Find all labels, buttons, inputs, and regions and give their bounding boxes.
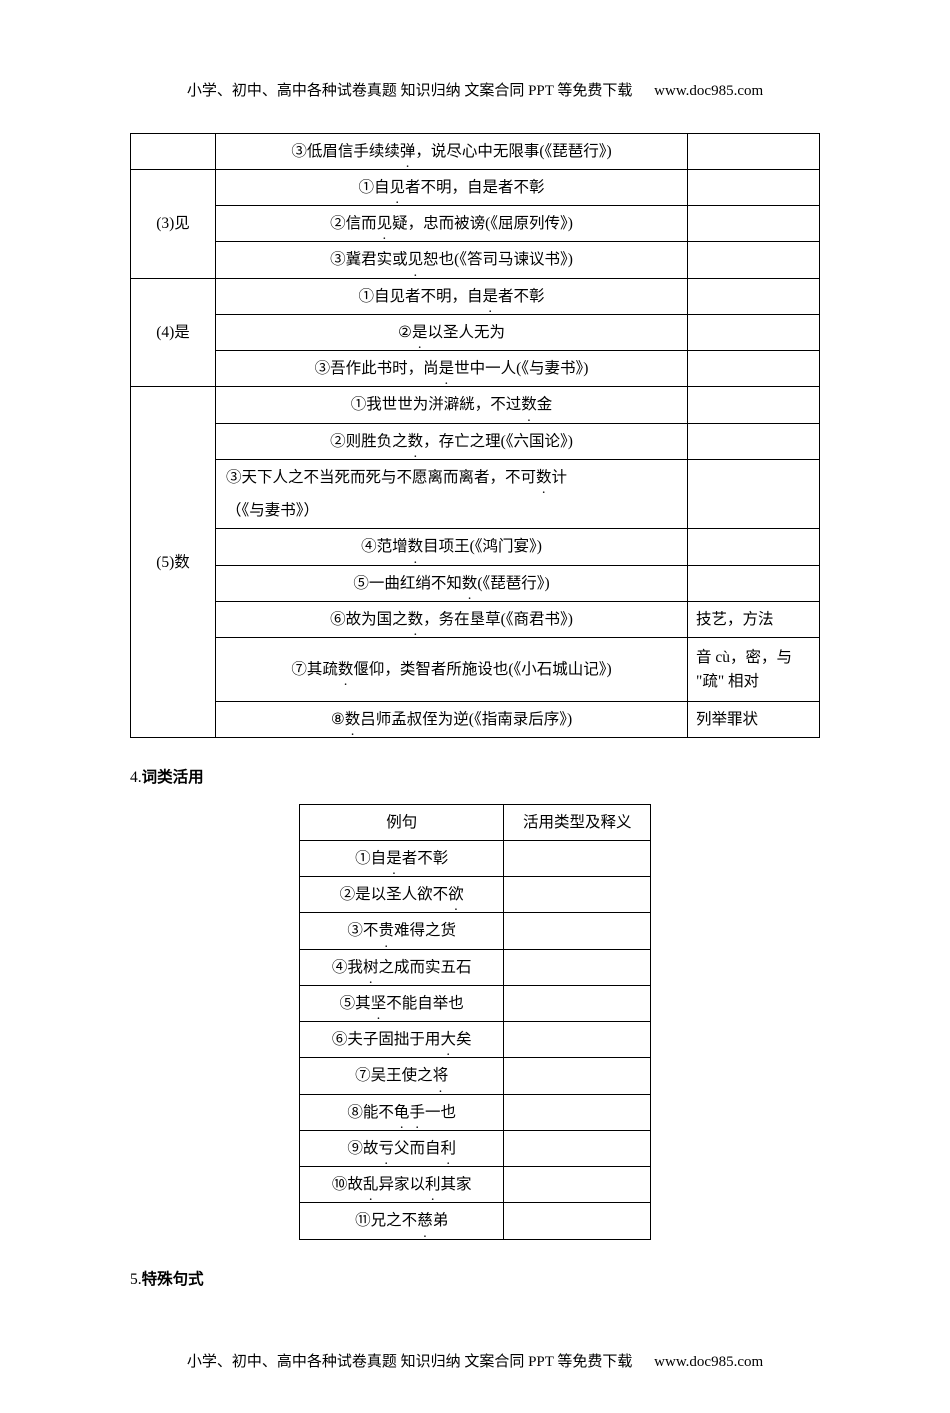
cell [688,459,820,529]
cell [131,133,216,169]
cell: ③吾作此书时，尚是世中一人(《与妻书》) [216,351,688,387]
cell: ①自见者不明，自是者不彰 [216,169,688,205]
cell: ⑦吴王使之将 [300,1058,504,1094]
cell: ①自见者不明，自是者不彰 [216,278,688,314]
cell: ⑧数吕师孟叔侄为逆(《指南录后序》) [216,702,688,738]
cell [504,1094,651,1130]
cell: ①自是者不彰 [300,840,504,876]
cell [504,1058,651,1094]
header-url: www.doc985.com [654,83,763,99]
cell: ②是以圣人无为 [216,314,688,350]
cell [688,351,820,387]
cell [688,169,820,205]
cell [688,278,820,314]
header-cell: 活用类型及释义 [504,804,651,840]
cell: ⑩故乱异家以利其家 [300,1167,504,1203]
cell: ⑪兄之不慈弟 [300,1203,504,1239]
cell [688,529,820,565]
page-header: 小学、初中、高中各种试卷真题 知识归纳 文案合同 PPT 等免费下载 www.d… [130,80,820,103]
cell: ⑥夫子固拙于用大矣 [300,1022,504,1058]
group-label: (3)见 [131,169,216,278]
vocab-table: ③低眉信手续续弹，说尽心中无限事(《琵琶行》) (3)见 ①自见者不明，自是者不… [130,133,820,739]
cell: ⑤其坚不能自举也 [300,985,504,1021]
cell: ④范增数目项王(《鸿门宴》) [216,529,688,565]
cell: ②则胜负之数，存亡之理(《六国论》) [216,423,688,459]
footer-text: 小学、初中、高中各种试卷真题 知识归纳 文案合同 PPT 等免费下载 [187,1354,633,1370]
cell: ②是以圣人欲不欲 [300,877,504,913]
cell [688,423,820,459]
footer-url: www.doc985.com [654,1354,763,1370]
cell [688,133,820,169]
cell [688,387,820,423]
page-footer: 小学、初中、高中各种试卷真题 知识归纳 文案合同 PPT 等免费下载 www.d… [130,1351,820,1374]
section-4-title: 4.词类活用 [130,766,820,789]
cell [504,1167,651,1203]
cell: ⑦其疏数偃仰，类智者所施设也(《小石城山记》) [216,638,688,702]
cell: ⑥故为国之数，务在垦草(《商君书》) [216,601,688,637]
header-cell: 例句 [300,804,504,840]
cell: ③冀君实或见恕也(《答司马谏议书》) [216,242,688,278]
cell [688,206,820,242]
group-label: (4)是 [131,278,216,387]
usage-table: 例句 活用类型及释义 ①自是者不彰 ②是以圣人欲不欲 ③不贵难得之货 ④我树之成… [299,804,651,1240]
cell: 列举罪状 [688,702,820,738]
cell: ①我世世为洴澼絖，不过数金 [216,387,688,423]
cell [504,949,651,985]
cell: ②信而见疑，忠而被谤(《屈原列传》) [216,206,688,242]
group-label: (5)数 [131,387,216,738]
cell [504,1130,651,1166]
cell [504,877,651,913]
section-5-title: 5.特殊句式 [130,1268,820,1291]
cell [688,314,820,350]
cell: ③不贵难得之货 [300,913,504,949]
cell: ③天下人之不当死而死与不愿离而离者，不可数计 （《与妻书》） [216,459,688,529]
cell: ④我树之成而实五石 [300,949,504,985]
cell [504,1203,651,1239]
cell [504,1022,651,1058]
cell: 技艺，方法 [688,601,820,637]
cell: ⑤一曲红绡不知数(《琵琶行》) [216,565,688,601]
cell [504,985,651,1021]
cell [504,840,651,876]
cell: ③低眉信手续续弹，说尽心中无限事(《琵琶行》) [216,133,688,169]
header-text: 小学、初中、高中各种试卷真题 知识归纳 文案合同 PPT 等免费下载 [187,83,633,99]
cell: ⑧能不龟手一也 [300,1094,504,1130]
cell [688,565,820,601]
cell: 音 cù，密，与 "疏" 相对 [688,638,820,702]
cell [688,242,820,278]
cell [504,913,651,949]
